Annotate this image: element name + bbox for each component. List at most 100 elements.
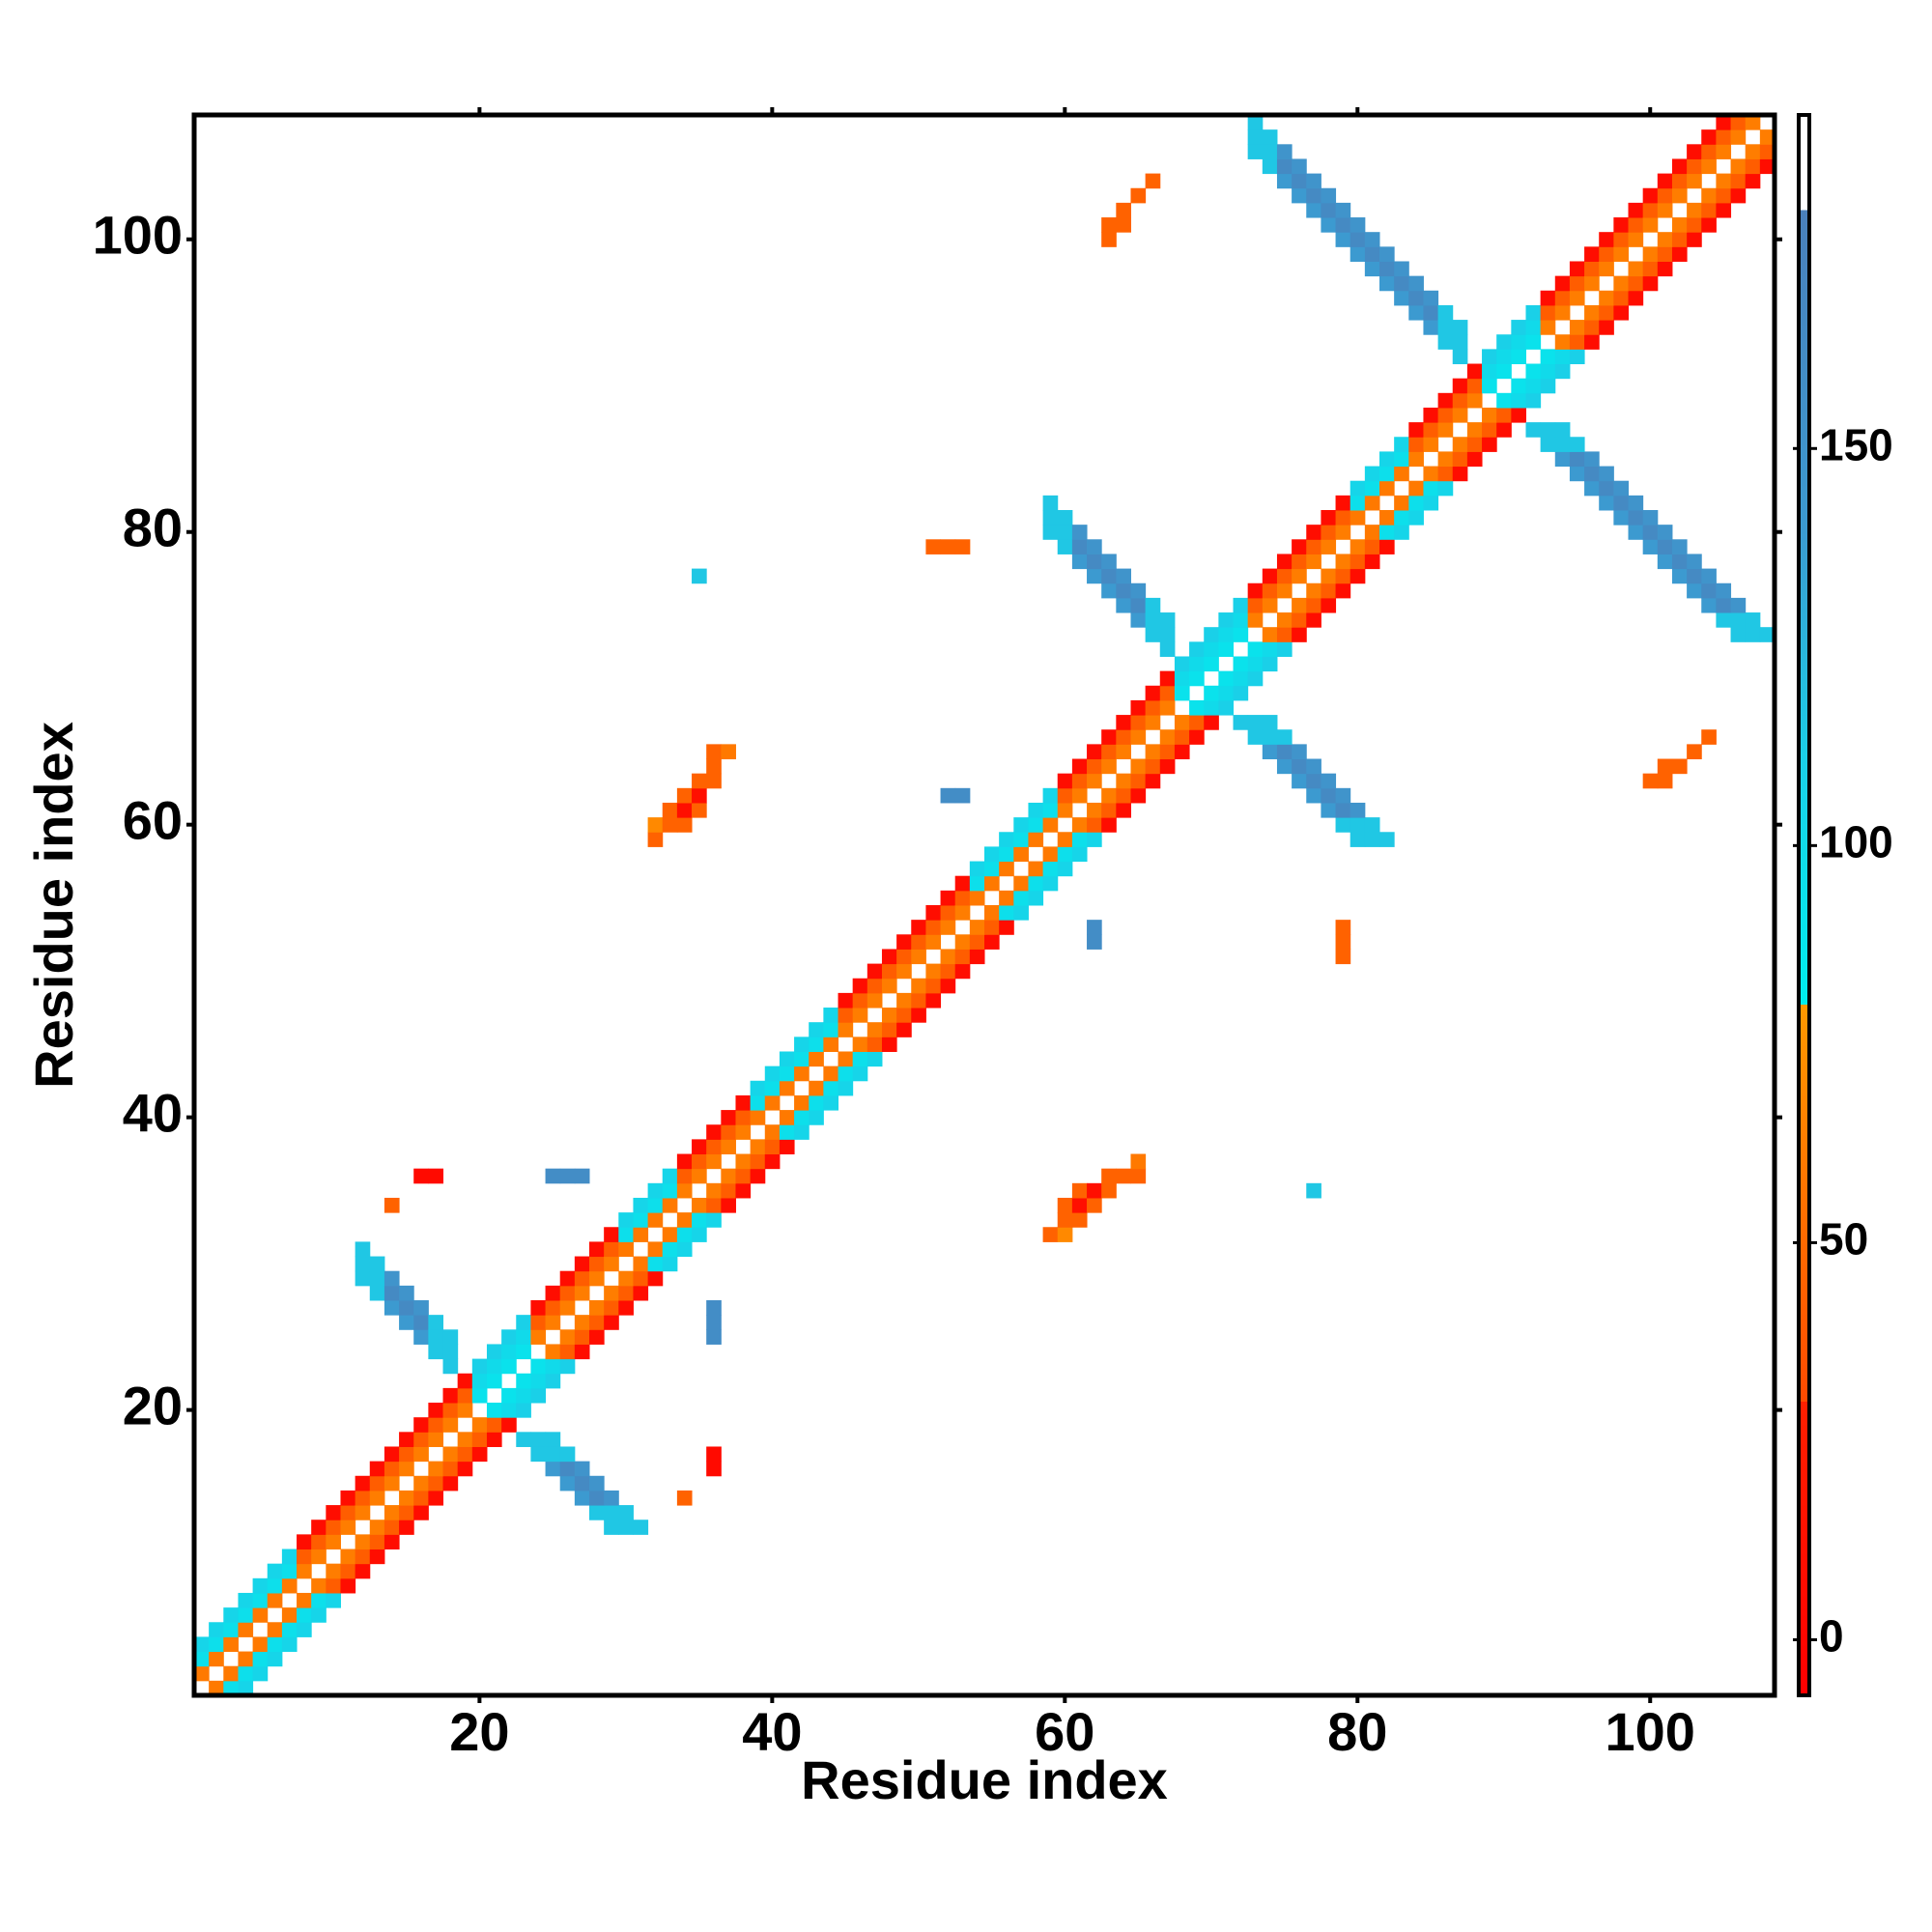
cell [471, 1358, 488, 1375]
x-tick-label: 40 [742, 1701, 802, 1762]
cell [530, 1373, 547, 1389]
cell [1671, 554, 1688, 570]
cell [1482, 378, 1497, 394]
cell [1204, 685, 1219, 701]
cell [706, 1139, 722, 1155]
y-tick-label: 20 [123, 1375, 183, 1435]
cell [1584, 246, 1600, 262]
cell [1716, 173, 1732, 189]
cell [1687, 568, 1702, 584]
cell [1584, 451, 1600, 468]
cell [209, 1636, 224, 1653]
cell [1394, 525, 1409, 540]
cell [692, 1168, 707, 1184]
cell [1423, 320, 1439, 335]
cell [940, 905, 956, 921]
cell [530, 1432, 547, 1447]
cell [779, 1139, 795, 1155]
cell [1335, 802, 1351, 818]
cell [1335, 934, 1351, 950]
cell [1599, 320, 1614, 335]
cell [267, 1651, 283, 1667]
cell [501, 1329, 517, 1345]
cell [1145, 685, 1161, 701]
cell [1569, 275, 1585, 292]
cell [209, 1651, 224, 1667]
cell [1262, 715, 1278, 730]
cell [1437, 392, 1454, 409]
cell [340, 1563, 356, 1579]
cell [647, 1212, 664, 1228]
cell [1584, 480, 1600, 497]
cell [1292, 744, 1307, 760]
cell [1569, 334, 1585, 350]
cell [692, 568, 707, 584]
cell [1452, 378, 1468, 394]
cell [1599, 495, 1614, 511]
cell [428, 1432, 444, 1447]
cell [1701, 129, 1717, 145]
cell [1466, 378, 1483, 394]
cell [1116, 773, 1131, 789]
cell [706, 1124, 722, 1140]
cell [706, 773, 722, 789]
cell [794, 1051, 810, 1067]
cell [676, 1182, 693, 1199]
cell [1247, 729, 1264, 745]
cell [1730, 173, 1747, 189]
cell [1394, 495, 1409, 511]
cell [369, 1548, 385, 1565]
cell [1511, 349, 1526, 365]
cell [1057, 861, 1073, 877]
cell [999, 920, 1014, 935]
cell [896, 992, 912, 1009]
cell [297, 1534, 312, 1550]
cell [1204, 656, 1219, 672]
cell [1628, 275, 1644, 292]
cell [1657, 758, 1673, 775]
colorbar-tick-label: 50 [1819, 1214, 1868, 1264]
cell [604, 1315, 619, 1330]
cell [471, 1432, 488, 1447]
cell [413, 1315, 429, 1330]
cell [1716, 582, 1732, 599]
cell [530, 1315, 547, 1330]
cell [486, 1373, 502, 1389]
cell [647, 1270, 664, 1287]
cell [1116, 715, 1131, 730]
cell [1701, 144, 1717, 159]
cell [574, 1329, 590, 1345]
cell [1087, 817, 1102, 833]
cell [633, 1270, 649, 1287]
cell [838, 1008, 854, 1023]
cell [1569, 451, 1585, 468]
cell [1730, 158, 1747, 175]
cell [428, 1315, 444, 1330]
cell [1247, 641, 1264, 657]
cell [1642, 539, 1659, 554]
cell [1335, 202, 1351, 218]
cell [1628, 290, 1644, 306]
cell [1511, 392, 1526, 409]
cell [1306, 539, 1321, 554]
cell [750, 1110, 766, 1125]
cell [545, 1168, 561, 1184]
cell [1452, 392, 1468, 409]
cell [428, 1344, 444, 1360]
cell [1087, 920, 1102, 935]
cell [692, 1227, 707, 1242]
cell [1174, 729, 1190, 745]
cell [1159, 685, 1176, 701]
cell [471, 1373, 488, 1389]
cell [692, 1139, 707, 1155]
cell [1364, 832, 1380, 847]
x-tick-label: 100 [1605, 1701, 1695, 1762]
cell [1466, 422, 1483, 438]
cell [779, 1110, 795, 1125]
cell [618, 1270, 634, 1287]
cell [764, 1139, 781, 1155]
cell [355, 1490, 371, 1506]
cell [1466, 437, 1483, 452]
cell [1540, 437, 1556, 452]
cell [545, 1446, 561, 1463]
